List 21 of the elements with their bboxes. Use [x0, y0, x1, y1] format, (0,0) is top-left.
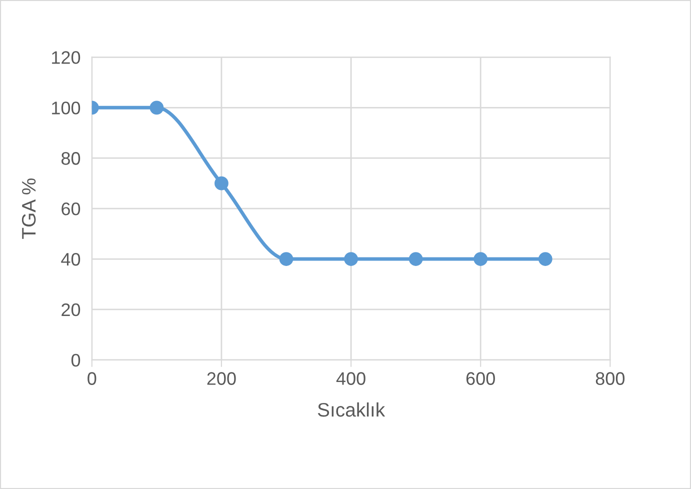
- y-tick-label: 20: [62, 303, 80, 316]
- x-tick-label: 200: [207, 372, 236, 385]
- point: [214, 176, 228, 190]
- x-tick-label: 800: [596, 372, 625, 385]
- y-axis-title: TGA %: [22, 178, 36, 239]
- point: [344, 252, 358, 266]
- x-axis-title: Sıcaklık: [318, 402, 386, 417]
- x-tick-label: 0: [88, 372, 96, 385]
- y-tick-label: 0: [71, 354, 80, 367]
- y-tick-label: 40: [61, 252, 80, 266]
- y-tick-label: 100: [52, 102, 80, 114]
- y-tick-label: 60: [62, 202, 80, 216]
- point: [408, 252, 423, 266]
- point: [279, 252, 294, 266]
- x-tick-label: 600: [466, 372, 495, 385]
- point: [474, 252, 488, 266]
- y-tick-label: 80: [61, 152, 80, 165]
- x-tick-label: 400: [336, 372, 366, 385]
- y-tick-label: 120: [52, 51, 80, 64]
- point: [150, 100, 164, 115]
- point: [538, 252, 552, 266]
